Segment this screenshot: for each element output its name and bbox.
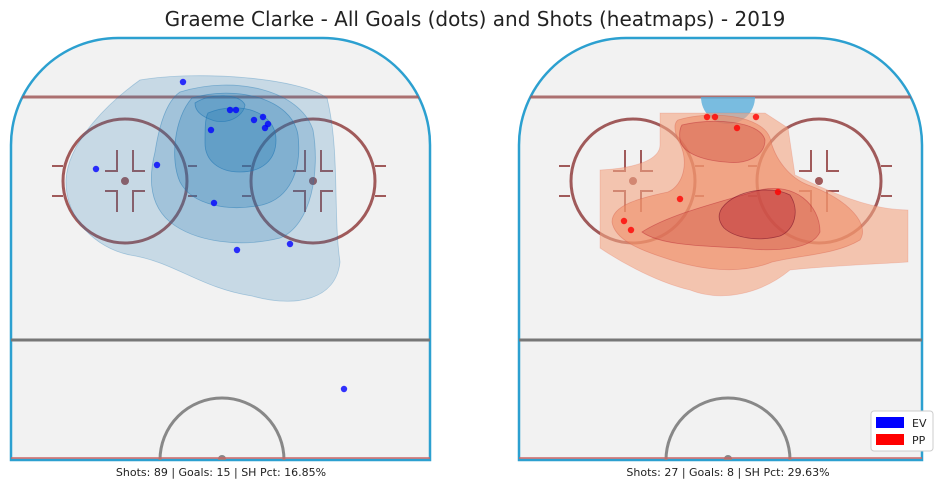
left-goal-point-5 <box>259 113 267 121</box>
left-goal-point-13 <box>233 246 241 254</box>
left-caption: Shots: 89 | Goals: 15 | SH Pct: 16.85% <box>116 466 326 479</box>
right-caption: Shots: 27 | Goals: 8 | SH Pct: 29.63% <box>626 466 829 479</box>
legend-swatch-pp <box>876 434 904 445</box>
right-goal-point-2 <box>711 113 719 121</box>
legend-swatch-ev <box>876 417 904 428</box>
right-goal-point-4 <box>733 124 741 132</box>
left-goal-point-7 <box>261 124 269 132</box>
right-shot-heatmap <box>599 112 909 297</box>
right-goal-points <box>620 113 782 234</box>
right-goal-point-1 <box>703 113 711 121</box>
right-goal-point-8 <box>627 226 635 234</box>
right-goal-point-5 <box>774 188 782 196</box>
left-goal-point-12 <box>286 240 294 248</box>
chart-title: Graeme Clarke - All Goals (dots) and Sho… <box>165 7 786 31</box>
left-rink <box>9 36 432 462</box>
right-goal-point-6 <box>676 195 684 203</box>
left-goal-point-1 <box>179 78 187 86</box>
left-goal-point-11 <box>210 199 218 207</box>
left-goal-point-8 <box>207 126 215 134</box>
legend-label-pp: PP <box>912 434 926 447</box>
right-goal-point-7 <box>620 217 628 225</box>
left-goal-point-2 <box>226 106 234 114</box>
right-panel: Shots: 27 | Goals: 8 | SH Pct: 29.63% EV… <box>517 36 934 479</box>
left-goal-point-4 <box>250 116 258 124</box>
left-panel: Shots: 89 | Goals: 15 | SH Pct: 16.85% <box>9 36 432 479</box>
left-shot-heatmap <box>65 75 341 302</box>
legend-label-ev: EV <box>912 417 927 430</box>
left-goal-point-9 <box>153 161 161 169</box>
right-goal-point-3 <box>752 113 760 121</box>
left-goal-point-3 <box>232 106 240 114</box>
left-goal-point-10 <box>92 165 100 173</box>
legend: EV PP <box>870 410 934 452</box>
left-goal-point-14 <box>340 385 348 393</box>
left-goal-points <box>92 78 348 393</box>
